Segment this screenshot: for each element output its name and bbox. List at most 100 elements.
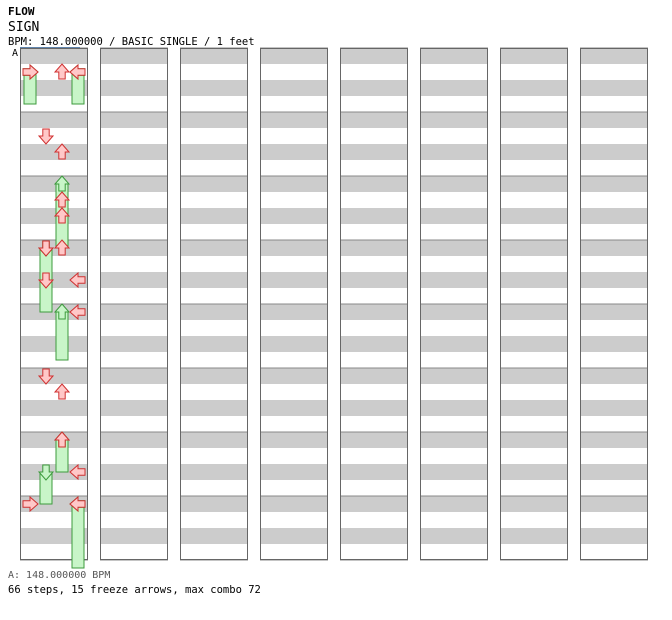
beat-band bbox=[260, 368, 328, 384]
chart-column bbox=[180, 48, 248, 560]
beat-band bbox=[580, 208, 648, 224]
beat-band bbox=[500, 80, 568, 96]
beat-band bbox=[500, 496, 568, 512]
beat-band bbox=[180, 208, 248, 224]
beat-band bbox=[180, 528, 248, 544]
beat-band bbox=[500, 464, 568, 480]
beat-band bbox=[580, 496, 648, 512]
beat-band bbox=[180, 48, 248, 64]
chart-column bbox=[340, 48, 408, 560]
beat-band bbox=[180, 240, 248, 256]
beat-band bbox=[500, 400, 568, 416]
step-arrow-right-icon bbox=[69, 271, 86, 289]
beat-band bbox=[580, 304, 648, 320]
beat-band bbox=[260, 304, 328, 320]
beat-band bbox=[100, 48, 168, 64]
beat-band bbox=[260, 48, 328, 64]
beat-band bbox=[180, 368, 248, 384]
beat-band bbox=[420, 240, 488, 256]
beat-band bbox=[100, 400, 168, 416]
beat-band bbox=[100, 80, 168, 96]
beat-band bbox=[340, 336, 408, 352]
step-arrow-right-icon bbox=[69, 63, 86, 81]
beat-band bbox=[420, 144, 488, 160]
chart-column bbox=[20, 48, 88, 560]
beat-band bbox=[420, 304, 488, 320]
beat-band bbox=[500, 208, 568, 224]
beat-band bbox=[340, 528, 408, 544]
beat-band bbox=[420, 496, 488, 512]
beat-band bbox=[340, 48, 408, 64]
beat-band bbox=[500, 336, 568, 352]
chart-column bbox=[100, 48, 168, 560]
step-arrow-up-icon bbox=[53, 191, 71, 208]
beat-band bbox=[340, 240, 408, 256]
beat-band bbox=[420, 208, 488, 224]
beat-band bbox=[260, 272, 328, 288]
beat-band bbox=[340, 176, 408, 192]
beat-band bbox=[340, 304, 408, 320]
beat-band bbox=[100, 240, 168, 256]
beat-band bbox=[340, 400, 408, 416]
beat-band bbox=[580, 400, 648, 416]
beat-band bbox=[20, 144, 88, 160]
beat-band bbox=[100, 144, 168, 160]
beat-band bbox=[20, 112, 88, 128]
beat-band bbox=[580, 272, 648, 288]
beat-band bbox=[500, 304, 568, 320]
beat-band bbox=[580, 80, 648, 96]
beat-band bbox=[260, 464, 328, 480]
beat-band bbox=[260, 208, 328, 224]
step-arrow-right-icon bbox=[69, 495, 86, 513]
step-arrow-down-icon bbox=[37, 240, 55, 257]
beat-band bbox=[500, 432, 568, 448]
song-title: FLOW bbox=[8, 5, 35, 18]
beat-band bbox=[260, 528, 328, 544]
beat-band bbox=[340, 80, 408, 96]
beat-band bbox=[180, 496, 248, 512]
beat-band bbox=[340, 496, 408, 512]
beat-band bbox=[580, 464, 648, 480]
step-arrow-left-icon bbox=[22, 63, 39, 81]
beat-band bbox=[580, 240, 648, 256]
step-arrow-up-icon bbox=[53, 143, 71, 160]
beat-band bbox=[100, 304, 168, 320]
beat-band bbox=[180, 176, 248, 192]
beat-band bbox=[260, 432, 328, 448]
beat-band bbox=[420, 80, 488, 96]
beat-band bbox=[420, 272, 488, 288]
beat-band bbox=[100, 432, 168, 448]
chart-info: BPM: 148.000000 / BASIC SINGLE / 1 feet bbox=[8, 36, 255, 48]
beat-band bbox=[580, 176, 648, 192]
beat-band bbox=[180, 432, 248, 448]
beat-band bbox=[500, 240, 568, 256]
beat-band bbox=[340, 272, 408, 288]
beat-band bbox=[420, 464, 488, 480]
step-arrow-down-icon bbox=[37, 272, 55, 289]
beat-band bbox=[100, 528, 168, 544]
beat-band bbox=[100, 336, 168, 352]
beat-band bbox=[20, 80, 88, 96]
beat-band bbox=[20, 176, 88, 192]
beat-band bbox=[260, 80, 328, 96]
bpm-marker-label: A bbox=[12, 48, 19, 59]
beat-band bbox=[20, 272, 88, 288]
beat-band bbox=[260, 336, 328, 352]
bpm-summary: A: 148.000000 BPM bbox=[8, 570, 111, 581]
step-arrow-up-icon bbox=[53, 383, 71, 400]
beat-band bbox=[420, 112, 488, 128]
step-arrow-down-icon bbox=[37, 368, 55, 385]
beat-band bbox=[580, 144, 648, 160]
beat-band bbox=[180, 272, 248, 288]
beat-band bbox=[500, 48, 568, 64]
beat-band bbox=[260, 144, 328, 160]
beat-band bbox=[100, 176, 168, 192]
beat-band bbox=[500, 272, 568, 288]
beat-band bbox=[340, 432, 408, 448]
chart-column bbox=[500, 48, 568, 560]
step-arrow-up-icon bbox=[53, 207, 71, 224]
beat-band bbox=[20, 336, 88, 352]
freeze-arrow-body bbox=[71, 503, 85, 569]
beat-band bbox=[260, 176, 328, 192]
beat-band bbox=[100, 112, 168, 128]
